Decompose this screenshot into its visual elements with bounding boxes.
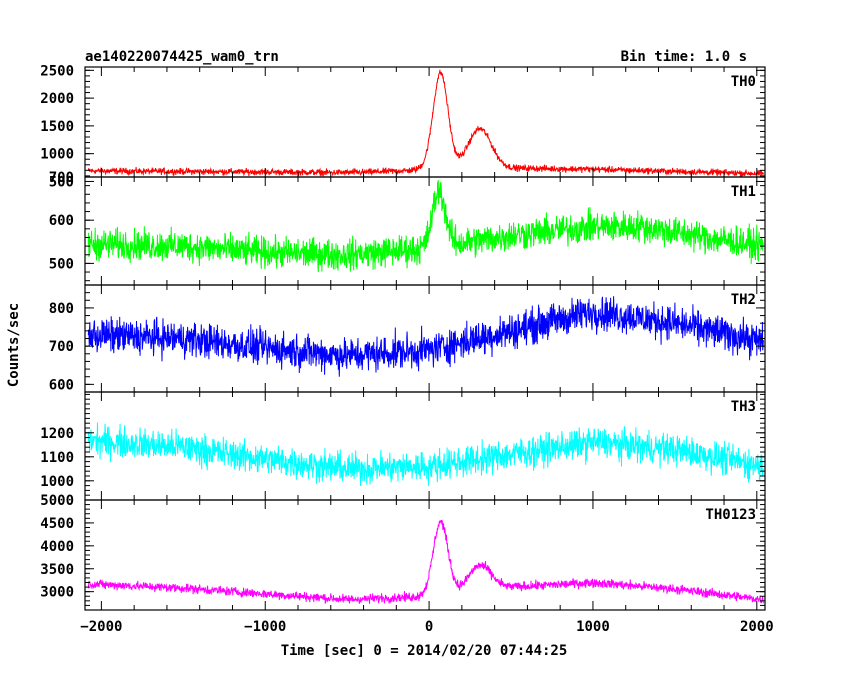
panel-label-th3: TH3 bbox=[731, 399, 756, 415]
y-tick-label-th0123: 3000 bbox=[40, 585, 74, 601]
y-tick-label-th3: 1100 bbox=[40, 450, 74, 466]
x-tick-label: 1000 bbox=[576, 619, 610, 635]
y-tick-label-th0: 1500 bbox=[40, 119, 74, 135]
y-tick-label-th0: 500 bbox=[49, 174, 74, 190]
y-tick-label-th2: 700 bbox=[49, 339, 74, 355]
series-th2 bbox=[87, 296, 764, 377]
x-axis-label: Time [sec] 0 = 2014/02/20 07:44:25 bbox=[281, 643, 568, 659]
y-tick-label-th3: 1000 bbox=[40, 474, 74, 490]
panel-label-th1: TH1 bbox=[731, 184, 756, 200]
y-axis-label: Counts/sec bbox=[6, 303, 22, 387]
panels-group: 500 1000 1500 2000 2500 TH0 500 600 700 TH1 600 700… bbox=[40, 63, 773, 635]
x-tick-label: 0 bbox=[425, 619, 433, 635]
y-tick-label-th1: 500 bbox=[49, 256, 74, 272]
x-tick-label: 2000 bbox=[740, 619, 774, 635]
y-tick-label-th2: 600 bbox=[49, 377, 74, 393]
y-tick-label-th0: 1000 bbox=[40, 147, 74, 163]
panel-label-th2: TH2 bbox=[731, 292, 756, 308]
y-tick-label-th2: 800 bbox=[49, 301, 74, 317]
series-th1 bbox=[87, 180, 764, 273]
y-tick-label-th0123: 4000 bbox=[40, 539, 74, 555]
y-tick-label-th0: 2500 bbox=[40, 63, 74, 79]
x-tick-label: −1000 bbox=[244, 619, 286, 635]
panel-frame-th0123 bbox=[84, 499, 766, 611]
chart-title: ae140220074425_wam0_trn bbox=[85, 49, 279, 65]
series-th0 bbox=[87, 69, 764, 177]
series-th3 bbox=[87, 422, 764, 487]
y-tick-label-th3: 1200 bbox=[40, 426, 74, 442]
panel-label-th0: TH0 bbox=[731, 74, 756, 90]
series-th0123 bbox=[87, 519, 764, 605]
panel-frame-th0 bbox=[84, 66, 766, 178]
y-tick-label-th0123: 4500 bbox=[40, 516, 74, 532]
y-tick-label-th0: 2000 bbox=[40, 91, 74, 107]
y-tick-label-th1: 700 bbox=[49, 170, 74, 186]
y-tick-label-th0123: 5000 bbox=[40, 493, 74, 509]
x-tick-label: −2000 bbox=[80, 619, 122, 635]
panel-label-th0123: TH0123 bbox=[705, 507, 756, 523]
y-tick-label-th0123: 3500 bbox=[40, 562, 74, 578]
y-tick-label-th1: 600 bbox=[49, 213, 74, 229]
bin-time-label: Bin time: 1.0 s bbox=[621, 49, 747, 65]
